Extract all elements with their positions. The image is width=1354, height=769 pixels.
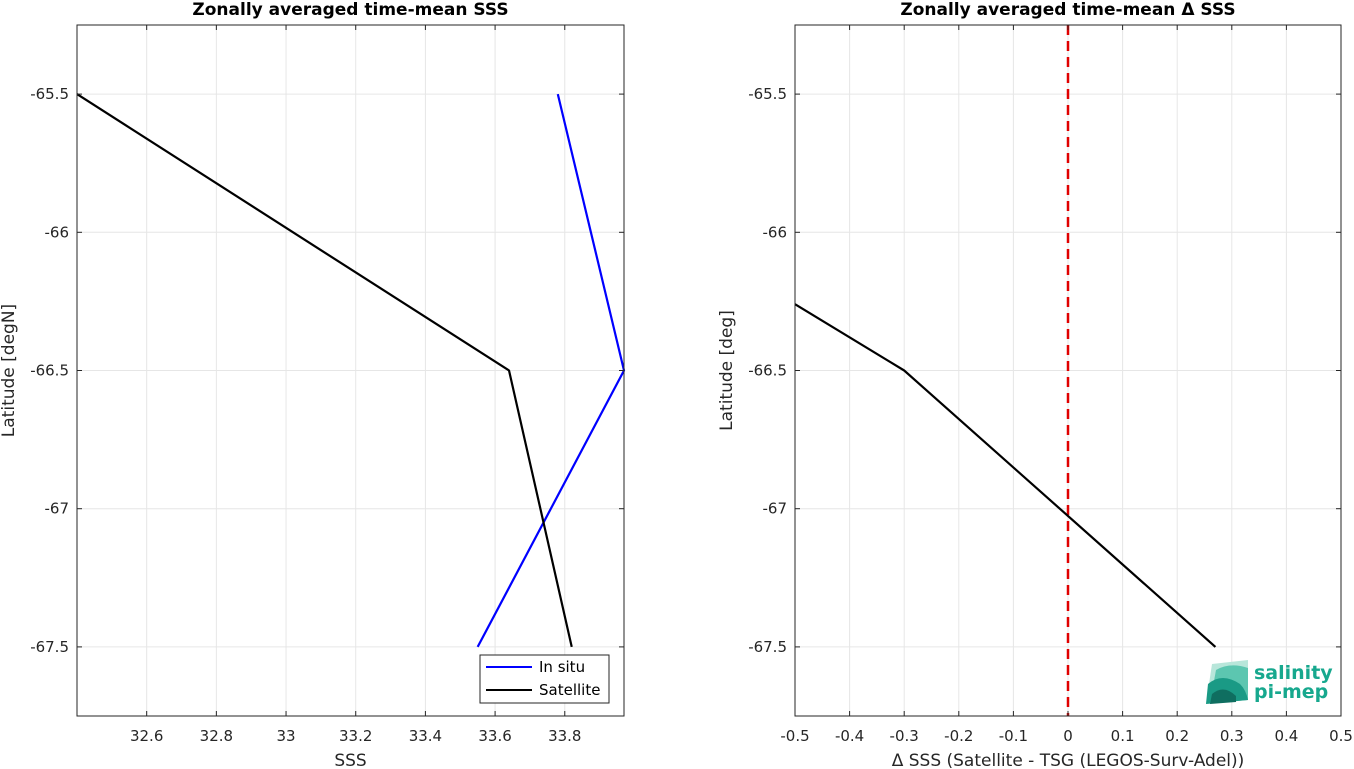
x-tick-label: -0.2 xyxy=(944,727,973,745)
logo-text-pi-mep: pi-mep xyxy=(1254,681,1328,703)
delta-sss-ticks: -0.5 -0.4 -0.3 -0.2 -0.1 0 0.1 0.2 0.3 0.4 0.5 -65.… xyxy=(748,25,1353,745)
x-tick-label: 0 xyxy=(1063,727,1073,745)
x-tick-label: 0.1 xyxy=(1111,727,1135,745)
x-tick-label: 33 xyxy=(276,727,295,745)
series-line-0 xyxy=(794,303,1217,648)
x-tick-label: 0.5 xyxy=(1329,727,1353,745)
sss-chart-title: Zonally averaged time-mean SSS xyxy=(192,0,508,20)
sss-profile-panel: 32.6 32.8 33 33.2 33.4 33.6 33.8 -65.5 -66 -66.5 -… xyxy=(0,0,626,769)
delta-sss-profile-panel: -0.5 -0.4 -0.3 -0.2 -0.1 0 0.1 0.2 0.3 0.4 0.5 -65.… xyxy=(717,0,1353,769)
y-tick-label: -67.5 xyxy=(748,638,787,656)
x-tick-label: 0.3 xyxy=(1220,727,1244,745)
salinity-pi-mep-logo: salinity pi-mep xyxy=(1206,660,1333,704)
y-tick-label: -66.5 xyxy=(30,362,69,380)
x-tick-label: 32.6 xyxy=(130,727,163,745)
legend-label-satellite: Satellite xyxy=(539,681,600,699)
y-tick-label: -67 xyxy=(45,500,70,518)
y-tick-label: -65.5 xyxy=(748,85,787,103)
delta-sss-x-axis-label: Δ SSS (Satellite - TSG (LEGOS-Surv-Adel)… xyxy=(892,751,1245,769)
y-tick-label: -65.5 xyxy=(30,85,69,103)
sss-grid xyxy=(77,25,624,716)
sss-x-axis-label: SSS xyxy=(334,751,366,769)
logo-text-salinity: salinity xyxy=(1254,662,1333,684)
x-tick-label: -0.3 xyxy=(890,727,919,745)
sss-y-axis-label: Latitude [degN] xyxy=(0,304,19,437)
x-tick-label: 32.8 xyxy=(200,727,233,745)
x-tick-label: 33.6 xyxy=(478,727,511,745)
legend-label-in-situ: In situ xyxy=(539,658,585,676)
x-tick-label: 33.8 xyxy=(548,727,581,745)
x-tick-label: -0.4 xyxy=(835,727,864,745)
sss-legend: In situ Satellite xyxy=(479,654,610,704)
delta-sss-chart-title: Zonally averaged time-mean Δ SSS xyxy=(900,0,1235,20)
delta-sss-series xyxy=(794,303,1217,648)
x-tick-label: 33.4 xyxy=(409,727,442,745)
y-tick-label: -66 xyxy=(763,223,788,241)
delta-sss-y-axis-label: Latitude [deg] xyxy=(717,310,737,431)
x-tick-label: -0.5 xyxy=(780,727,809,745)
y-tick-label: -66.5 xyxy=(748,362,787,380)
y-tick-label: -67.5 xyxy=(30,638,69,656)
wave-logo-icon xyxy=(1206,660,1248,704)
x-tick-label: 0.4 xyxy=(1274,727,1298,745)
legend-box xyxy=(479,654,610,704)
x-tick-label: -0.1 xyxy=(999,727,1028,745)
y-tick-label: -66 xyxy=(45,223,70,241)
y-tick-label: -67 xyxy=(763,500,788,518)
x-tick-label: 0.2 xyxy=(1165,727,1189,745)
series-line-satellite xyxy=(76,93,573,648)
x-tick-label: 33.2 xyxy=(339,727,372,745)
sss-ticks: 32.6 32.8 33 33.2 33.4 33.6 33.8 -65.5 -66 -66.5 -… xyxy=(30,25,624,745)
